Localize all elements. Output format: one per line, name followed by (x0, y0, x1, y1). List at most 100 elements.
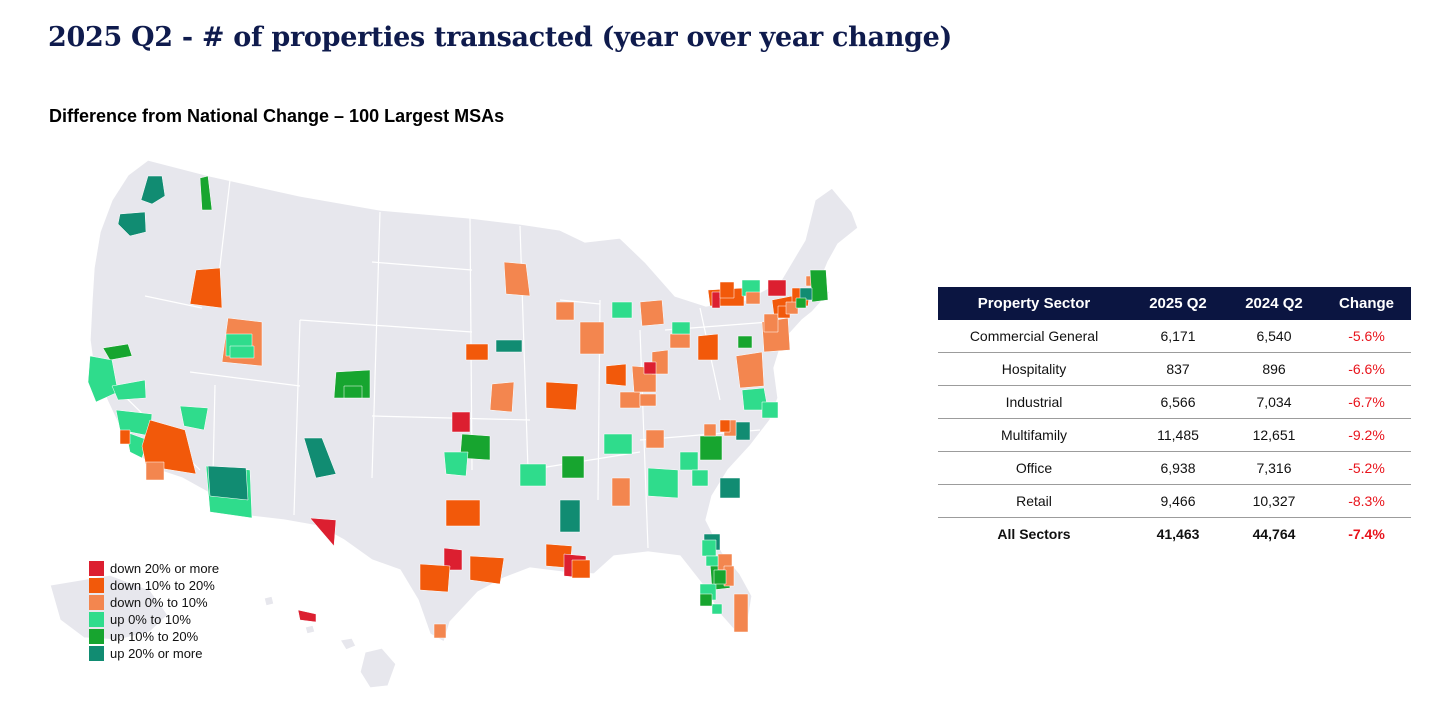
msa-region (125, 431, 149, 459)
sector-cell: Retail (938, 484, 1130, 518)
msa-region (611, 477, 631, 507)
msa-region (671, 321, 691, 335)
msa-region (445, 499, 481, 527)
q2-2024-cell: 6,540 (1226, 320, 1322, 353)
msa-region (207, 465, 249, 501)
q2-2025-cell: 6,938 (1130, 451, 1226, 485)
legend-item: down 20% or more (89, 560, 219, 577)
q2-2024-cell: 7,034 (1226, 385, 1322, 419)
column-header: Change (1338, 295, 1394, 312)
msa-region (767, 279, 787, 297)
hawaii-big-island (359, 647, 397, 689)
msa-region (605, 363, 627, 387)
change-cell: -5.2% (1322, 451, 1411, 485)
change-cell: -6.7% (1322, 385, 1411, 419)
legend-label: down 10% to 20% (110, 578, 215, 593)
sector-cell: Industrial (938, 385, 1130, 419)
msa-region (639, 299, 665, 327)
msa-region (719, 419, 731, 433)
msa-region (647, 467, 679, 499)
msa-region (809, 269, 829, 303)
msa-region (737, 335, 753, 349)
table-header-row: Property Sector 2025 Q2 2024 Q2 Change (938, 287, 1411, 320)
msa-region (735, 351, 765, 389)
map-legend: down 20% or more down 10% to 20% down 0%… (89, 560, 219, 662)
legend-swatch (89, 612, 104, 627)
msa-region (303, 437, 337, 479)
legend-label: up 0% to 10% (110, 612, 191, 627)
change-cell: -6.6% (1322, 352, 1411, 386)
msa-region (611, 301, 633, 319)
msa-region (703, 423, 717, 437)
msa-region (639, 393, 657, 407)
legend-label: down 0% to 10% (110, 595, 208, 610)
msa-region (711, 603, 723, 615)
msa-region (579, 321, 605, 355)
column-header: 2025 Q2 (1149, 295, 1207, 312)
q2-2025-cell: 6,566 (1130, 385, 1226, 419)
msa-region (199, 175, 213, 211)
msa-region (561, 455, 585, 479)
column-header: 2024 Q2 (1245, 295, 1303, 312)
msa-region (603, 433, 633, 455)
msa-region (433, 623, 447, 639)
msa-region (102, 343, 133, 361)
sector-cell: All Sectors (997, 526, 1071, 542)
q2-2024-cell: 7,316 (1226, 451, 1322, 485)
msa-region (419, 563, 451, 593)
legend-swatch (89, 595, 104, 610)
msa-region (745, 291, 761, 305)
table-row: Industrial 6,566 7,034 -6.7% (938, 385, 1411, 419)
table-row: Retail 9,466 10,327 -8.3% (938, 484, 1411, 518)
msa-region (735, 421, 751, 441)
msa-region (495, 339, 523, 353)
msa-region (719, 281, 735, 299)
msa-region (571, 559, 591, 579)
change-cell: -8.3% (1322, 484, 1411, 518)
legend-swatch (89, 578, 104, 593)
msa-region (145, 461, 165, 481)
legend-label: up 20% or more (110, 646, 203, 661)
msa-region (699, 593, 713, 607)
q2-2024-cell: 12,651 (1226, 418, 1322, 452)
msa-region (443, 451, 469, 477)
q2-2025-cell: 41,463 (1156, 526, 1200, 542)
hawaii-oahu (304, 624, 316, 635)
page-title: 2025 Q2 - # of properties transacted (ye… (48, 22, 952, 53)
map-subtitle: Difference from National Change – 100 La… (49, 106, 505, 126)
sector-cell: Multifamily (938, 418, 1130, 452)
legend-item: down 10% to 20% (89, 577, 219, 594)
msa-region (719, 477, 741, 499)
legend-item: up 0% to 10% (89, 611, 219, 628)
msa-region (469, 555, 505, 585)
msa-region (697, 333, 719, 361)
msa-region (705, 555, 719, 567)
msa-region (309, 517, 337, 547)
msa-regions (87, 175, 829, 639)
msa-region (545, 381, 579, 411)
msa-region (785, 301, 799, 315)
sector-cell: Commercial General (938, 320, 1130, 353)
msa-region (117, 211, 147, 237)
table-row: Multifamily 11,485 12,651 -9.2% (938, 418, 1411, 452)
msa-region (119, 429, 131, 445)
msa-region (297, 609, 317, 623)
msa-region (140, 175, 166, 205)
msa-region (519, 463, 547, 487)
property-sector-table: Property Sector 2025 Q2 2024 Q2 Change C… (938, 287, 1411, 550)
legend-label: down 20% or more (110, 561, 220, 576)
q2-2025-cell: 6,171 (1130, 320, 1226, 353)
change-cell: -9.2% (1322, 418, 1411, 452)
msa-region (701, 539, 717, 557)
table-row: Commercial General 6,171 6,540 -5.6% (938, 320, 1411, 353)
change-cell: -7.4% (1348, 526, 1385, 542)
legend-item: up 20% or more (89, 645, 219, 662)
msa-region (645, 429, 665, 449)
msa-region (711, 291, 721, 309)
msa-region (619, 391, 641, 409)
q2-2025-cell: 11,485 (1130, 418, 1226, 452)
msa-region (691, 469, 709, 487)
legend-label: up 10% to 20% (110, 629, 199, 644)
msa-region (679, 451, 699, 471)
sector-cell: Office (938, 451, 1130, 485)
